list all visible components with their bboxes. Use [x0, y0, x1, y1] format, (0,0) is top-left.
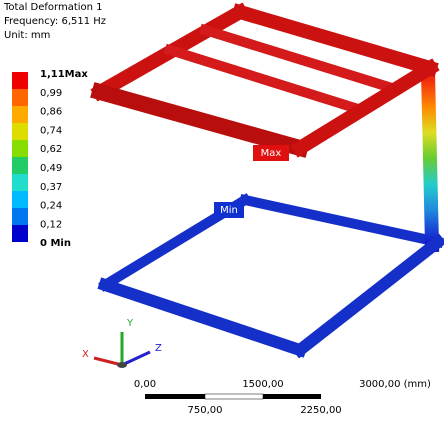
- legend-swatch: [12, 225, 28, 242]
- legend-swatch: [12, 174, 28, 191]
- unit: Unit: mm: [4, 30, 50, 41]
- scale-bar: [145, 394, 321, 399]
- legend-swatch: [12, 89, 28, 106]
- cross-beam: [170, 50, 355, 108]
- viewport: Total Deformation 1 Frequency: 6,511 Hz …: [0, 0, 444, 425]
- legend-swatch: [12, 157, 28, 174]
- scale-label: 0,00: [134, 379, 156, 390]
- legend-swatch: [12, 123, 28, 140]
- legend-label: 0,74: [40, 125, 62, 136]
- beam: [105, 285, 300, 350]
- legend-label: 0 Min: [40, 238, 71, 249]
- cross-beam: [205, 30, 392, 88]
- z-axis-arrow: [122, 352, 150, 365]
- scale-label: 750,00: [188, 405, 223, 416]
- beam: [100, 92, 300, 148]
- legend-label: 0,12: [40, 219, 62, 230]
- z-axis-label: Z: [155, 343, 162, 354]
- legend-swatch: [12, 208, 28, 225]
- y-axis-label: Y: [126, 318, 134, 329]
- beam: [240, 12, 430, 68]
- title: Total Deformation 1: [3, 2, 103, 13]
- beam: [245, 200, 438, 242]
- triad-origin: [117, 362, 127, 368]
- frequency: Frequency: 6,511 Hz: [4, 16, 106, 27]
- scale-label: 1500,00: [242, 379, 283, 390]
- legend-swatch: [12, 72, 28, 89]
- legend-swatch: [12, 191, 28, 208]
- max-label: Max: [261, 148, 282, 159]
- legend-swatch: [12, 106, 28, 123]
- triad: [94, 332, 150, 368]
- scale-segment: [263, 394, 321, 399]
- min-label: Min: [220, 205, 238, 216]
- legend: [12, 72, 28, 242]
- legend-label: 0,24: [40, 201, 62, 212]
- legend-label: 0,37: [40, 182, 62, 193]
- x-axis-label: X: [82, 349, 89, 360]
- frame: [100, 12, 438, 352]
- beam: [300, 242, 438, 350]
- scale-segment: [145, 394, 205, 399]
- legend-swatch: [12, 140, 28, 157]
- column: [428, 72, 432, 245]
- scale-label: 2250,00: [300, 405, 341, 416]
- scale-segment: [205, 394, 263, 399]
- scale-label: 3000,00 (mm): [359, 379, 431, 390]
- legend-label: 1,11Max: [40, 69, 88, 80]
- legend-label: 0,62: [40, 144, 62, 155]
- legend-label: 0,86: [40, 107, 62, 118]
- legend-label: 0,49: [40, 163, 62, 174]
- legend-label: 0,99: [40, 88, 62, 99]
